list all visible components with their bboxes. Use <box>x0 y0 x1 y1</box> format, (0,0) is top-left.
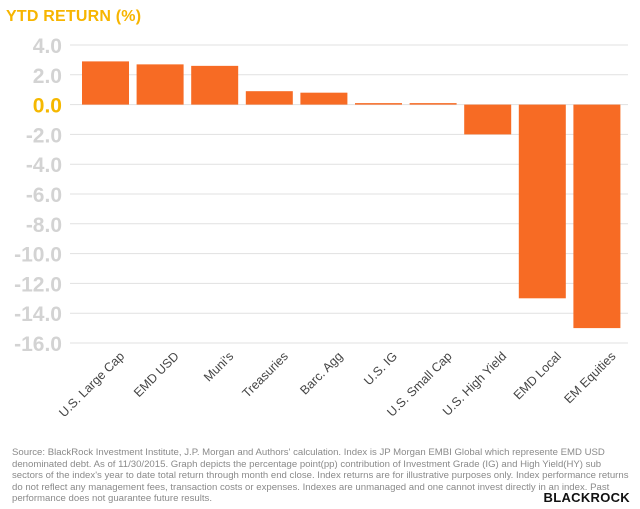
bar <box>573 104 621 329</box>
y-axis-ticks: 4.0 2.0 0.0 -2.0 -4.0 -6.0 -8.0 -10.0 -12.0 -14.0… <box>14 35 62 356</box>
x-category-label: EMD Local <box>511 349 564 402</box>
y-tick-label: -8.0 <box>26 214 62 237</box>
y-tick-label: -12.0 <box>14 273 62 296</box>
bars <box>82 61 621 329</box>
y-tick-label: -6.0 <box>26 184 62 207</box>
bar <box>464 104 512 135</box>
bar <box>409 103 457 105</box>
y-tick-label: 2.0 <box>33 65 62 88</box>
y-tick-label: -10.0 <box>14 244 62 267</box>
x-category-label: Muni's <box>201 349 236 384</box>
chart-title: YTD RETURN (%) <box>6 8 142 25</box>
bar <box>82 61 129 105</box>
y-tick-label: -4.0 <box>26 154 62 177</box>
x-category-label: EMD USD <box>131 349 182 400</box>
y-tick-label: -16.0 <box>14 333 62 356</box>
x-category-label: Treasuries <box>240 349 291 400</box>
bar <box>355 103 402 105</box>
y-tick-label: -14.0 <box>14 303 62 326</box>
bar <box>518 104 566 299</box>
bar <box>300 92 348 105</box>
y-tick-label: 0.0 <box>33 95 62 118</box>
x-category-label: EM Equities <box>561 349 618 406</box>
bar <box>136 64 184 105</box>
bar <box>191 65 239 105</box>
x-category-label: Barc. Agg <box>297 349 345 397</box>
bar <box>245 91 293 105</box>
bar-chart: 4.0 2.0 0.0 -2.0 -4.0 -6.0 -8.0 -10.0 -12.0 -14.0… <box>14 35 628 420</box>
x-axis-labels: U.S. Large Cap EMD USD Muni's Treasuries Bar… <box>56 349 618 420</box>
blackrock-logo: BLACKROCK <box>543 490 630 505</box>
y-tick-label: -2.0 <box>26 124 62 147</box>
x-category-label: U.S. IG <box>361 349 400 388</box>
source-footnote: Source: BlackRock Investment Institute, … <box>12 447 629 505</box>
y-tick-label: 4.0 <box>33 35 62 58</box>
x-category-label: U.S. Large Cap <box>56 349 127 420</box>
